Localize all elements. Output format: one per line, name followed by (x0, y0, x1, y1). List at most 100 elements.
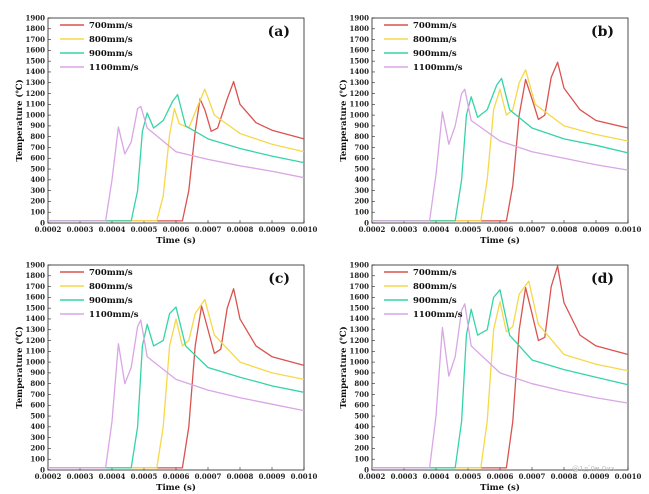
x-tick-label: 0.0010 (615, 472, 642, 481)
y-tick-label: 300 (30, 433, 45, 442)
y-tick-label: 1400 (26, 314, 46, 323)
y-tick-label: 400 (30, 422, 45, 431)
legend-label: 700mm/s (89, 21, 133, 31)
y-tick-label: 0 (40, 465, 45, 474)
x-tick-label: 0.0010 (291, 225, 318, 234)
y-tick-label: 1800 (350, 24, 370, 33)
y-axis-title: Temperature (℃) (338, 79, 349, 161)
panel-label: (c) (268, 271, 290, 287)
y-tick-label: 700 (30, 143, 45, 152)
y-tick-label: 1500 (26, 303, 46, 312)
panel-label: (b) (591, 24, 614, 40)
legend-label: 800mm/s (89, 282, 133, 292)
x-tick-label: 0.0002 (359, 225, 386, 234)
y-tick-label: 1000 (26, 110, 46, 119)
y-tick-label: 800 (354, 379, 369, 388)
y-tick-label: 600 (30, 154, 45, 163)
series-line-900mm-s (372, 77, 629, 222)
series-line-800mm-s (372, 280, 629, 469)
y-tick-label: 900 (30, 121, 45, 130)
x-tick-label: 0.0005 (455, 225, 482, 234)
y-tick-label: 1800 (26, 271, 46, 280)
x-tick-label: 0.0008 (227, 472, 254, 481)
series-line-1100mm-s (48, 105, 305, 222)
y-tick-label: 100 (30, 208, 45, 217)
x-tick-label: 0.0010 (615, 225, 642, 234)
x-tick-label: 0.0008 (551, 225, 578, 234)
y-tick-label: 100 (354, 208, 369, 217)
y-tick-label: 500 (354, 411, 369, 420)
y-tick-label: 600 (354, 154, 369, 163)
x-axis-title: Time (s) (156, 482, 196, 493)
x-tick-label: 0.0002 (35, 225, 62, 234)
x-tick-label: 0.0002 (359, 472, 386, 481)
x-tick-label: 0.0007 (519, 472, 546, 481)
legend-label: 800mm/s (89, 35, 133, 45)
y-tick-label: 600 (354, 401, 369, 410)
legend-label: 1100mm/s (89, 63, 139, 73)
legend-label: 1100mm/s (413, 310, 463, 320)
y-tick-label: 300 (354, 433, 369, 442)
y-axis-title: Temperature (℃) (14, 326, 25, 408)
x-tick-label: 0.0003 (67, 225, 94, 234)
y-tick-label: 0 (364, 218, 369, 227)
series-line-800mm-s (372, 69, 629, 222)
x-tick-label: 0.0006 (163, 225, 190, 234)
legend-label: 800mm/s (413, 35, 457, 45)
y-tick-label: 1300 (26, 325, 46, 334)
series-line-1100mm-s (372, 303, 629, 469)
legend-label: 700mm/s (413, 268, 457, 278)
x-tick-label: 0.0009 (259, 472, 286, 481)
y-axis-title: Temperature (℃) (338, 326, 349, 408)
y-tick-label: 1700 (350, 282, 370, 291)
series-line-900mm-s (48, 306, 305, 469)
y-tick-label: 700 (30, 390, 45, 399)
y-tick-label: 900 (30, 368, 45, 377)
y-tick-label: 1200 (350, 336, 370, 345)
x-tick-label: 0.0008 (227, 225, 254, 234)
series-line-1100mm-s (48, 319, 305, 469)
legend-label: 700mm/s (89, 268, 133, 278)
y-tick-label: 1900 (350, 260, 370, 269)
series-line-1100mm-s (372, 88, 629, 222)
y-tick-label: 500 (354, 164, 369, 173)
y-tick-label: 1600 (350, 293, 370, 302)
y-tick-label: 800 (354, 132, 369, 141)
y-tick-label: 700 (354, 390, 369, 399)
y-tick-label: 0 (364, 465, 369, 474)
series-line-700mm-s (372, 265, 629, 469)
y-tick-label: 1900 (350, 13, 370, 22)
x-tick-label: 0.0007 (519, 225, 546, 234)
y-tick-label: 1600 (350, 46, 370, 55)
series-line-700mm-s (48, 81, 305, 222)
x-tick-label: 0.0009 (583, 225, 610, 234)
y-tick-label: 1100 (350, 347, 370, 356)
y-tick-label: 1000 (26, 357, 46, 366)
x-tick-label: 0.0005 (131, 225, 158, 234)
y-tick-label: 1200 (26, 336, 46, 345)
series-line-700mm-s (48, 288, 305, 469)
plot-frame (371, 17, 629, 224)
y-tick-label: 1200 (350, 89, 370, 98)
y-tick-label: 1500 (350, 303, 370, 312)
x-tick-label: 0.0003 (391, 225, 418, 234)
y-tick-label: 1100 (26, 100, 46, 109)
panel-label: (a) (268, 24, 290, 40)
x-tick-label: 0.0005 (131, 472, 158, 481)
x-axis-title: Time (s) (480, 482, 520, 493)
series-line-700mm-s (372, 61, 629, 222)
y-tick-label: 700 (354, 143, 369, 152)
y-tick-label: 200 (354, 444, 369, 453)
plot-frame (47, 17, 305, 224)
x-tick-label: 0.0008 (551, 472, 578, 481)
y-tick-label: 300 (30, 186, 45, 195)
legend-label: 900mm/s (89, 49, 133, 59)
y-tick-label: 1000 (350, 357, 370, 366)
watermark: @1д ̉0и.0из (572, 465, 615, 473)
x-tick-label: 0.0005 (455, 472, 482, 481)
y-tick-label: 800 (30, 132, 45, 141)
y-tick-label: 500 (30, 411, 45, 420)
legend-label: 900mm/s (413, 49, 457, 59)
